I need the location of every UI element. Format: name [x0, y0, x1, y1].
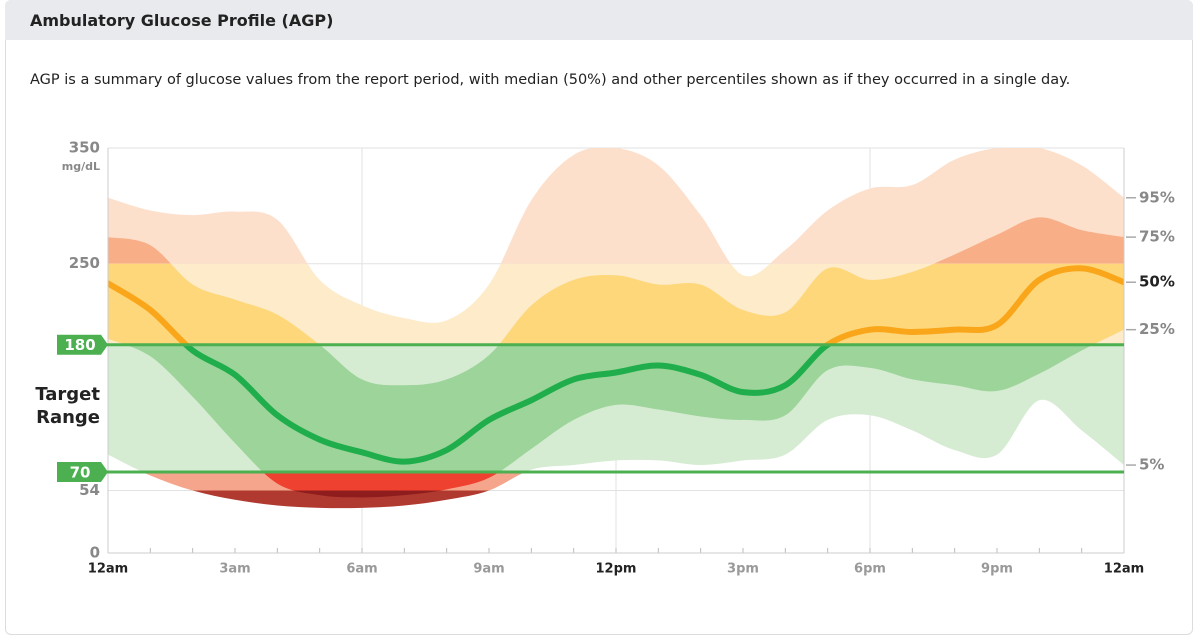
plot [108, 344, 1124, 473]
panel-header [5, 0, 1193, 40]
zone [108, 263, 1124, 345]
inner-band [125, 344, 1094, 473]
y-unit: mg/dL [62, 160, 100, 173]
zone-line [181, 344, 834, 465]
outer-band [108, 148, 1124, 264]
target-badge-label: 70 [70, 464, 91, 482]
y-tick-label: 54 [79, 481, 100, 499]
plot [192, 490, 489, 509]
target-badge [57, 334, 108, 355]
inner-band [108, 263, 1124, 345]
y-tick-label: 350 [69, 139, 100, 157]
percentile-label: 95% [1139, 188, 1175, 206]
y-tick-label: 250 [69, 254, 100, 272]
median-line [108, 265, 1124, 345]
percentile-label: 50% [1139, 273, 1175, 291]
plot [108, 263, 1124, 345]
plot [108, 148, 1124, 264]
zone [142, 472, 526, 491]
x-tick-label: 3pm [727, 562, 759, 577]
inner-band [108, 217, 1124, 264]
title: Ambulatory Glucose Profile (AGP) [30, 11, 334, 30]
target-badge-label: 180 [64, 336, 95, 354]
x-tick-label: 12am [88, 562, 128, 577]
target-range-label: Target Range [35, 384, 100, 428]
zone [192, 490, 489, 509]
zone [108, 344, 1124, 473]
x-tick-label: 6pm [854, 562, 886, 577]
description: AGP is a summary of glucose values from … [30, 72, 1071, 88]
x-tick-label: 3am [219, 562, 250, 577]
percentile-label: 5% [1139, 456, 1164, 474]
x-tick-label: 9pm [981, 562, 1013, 577]
zone [108, 148, 1124, 264]
x-tick-label: 12pm [596, 562, 637, 577]
x-tick-label: 6am [346, 562, 377, 577]
inner-band [293, 490, 441, 498]
zone-line [108, 265, 1124, 345]
plot [142, 472, 526, 491]
y-tick-label: 0 [90, 544, 100, 562]
x-tick-label: 12am [1104, 562, 1144, 577]
inner-band [262, 472, 500, 491]
target-badge [57, 462, 108, 482]
percentile-label: 75% [1139, 228, 1175, 246]
percentile-label: 25% [1139, 320, 1175, 338]
outer-band [192, 490, 489, 509]
median-line [181, 344, 834, 465]
x-tick-label: 9am [473, 562, 504, 577]
